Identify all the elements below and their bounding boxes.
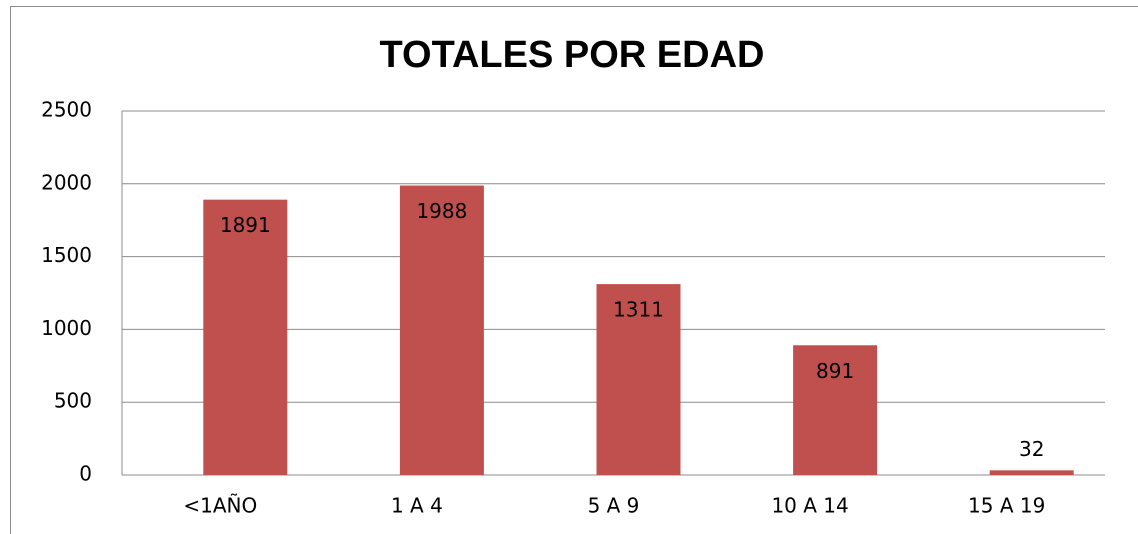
y-tick-label: 1000 — [41, 316, 92, 340]
bar — [596, 284, 681, 475]
y-tick-label: 2500 — [41, 98, 92, 122]
chart-title: TOTALES POR EDAD — [380, 34, 765, 76]
y-tick-label: 1500 — [41, 243, 92, 267]
bar — [793, 345, 878, 475]
chart-frame — [10, 6, 1138, 534]
data-label: 1988 — [416, 199, 467, 223]
x-tick-label: 10 A 14 — [771, 494, 848, 518]
data-label: 32 — [1019, 437, 1044, 461]
data-label: 891 — [816, 359, 854, 383]
x-tick-label: 15 A 19 — [968, 494, 1045, 518]
data-label: 1891 — [220, 213, 271, 237]
x-tick-label: 1 A 4 — [391, 494, 443, 518]
bar — [399, 185, 484, 476]
x-tick-label: 5 A 9 — [588, 494, 640, 518]
data-label: 1311 — [613, 298, 664, 322]
y-tick-label: 2000 — [41, 170, 92, 194]
bar — [203, 199, 288, 475]
y-tick-label: 0 — [79, 462, 92, 486]
bar — [989, 470, 1074, 475]
x-tick-label: <1AÑO — [183, 494, 257, 518]
y-tick-label: 500 — [54, 389, 92, 413]
